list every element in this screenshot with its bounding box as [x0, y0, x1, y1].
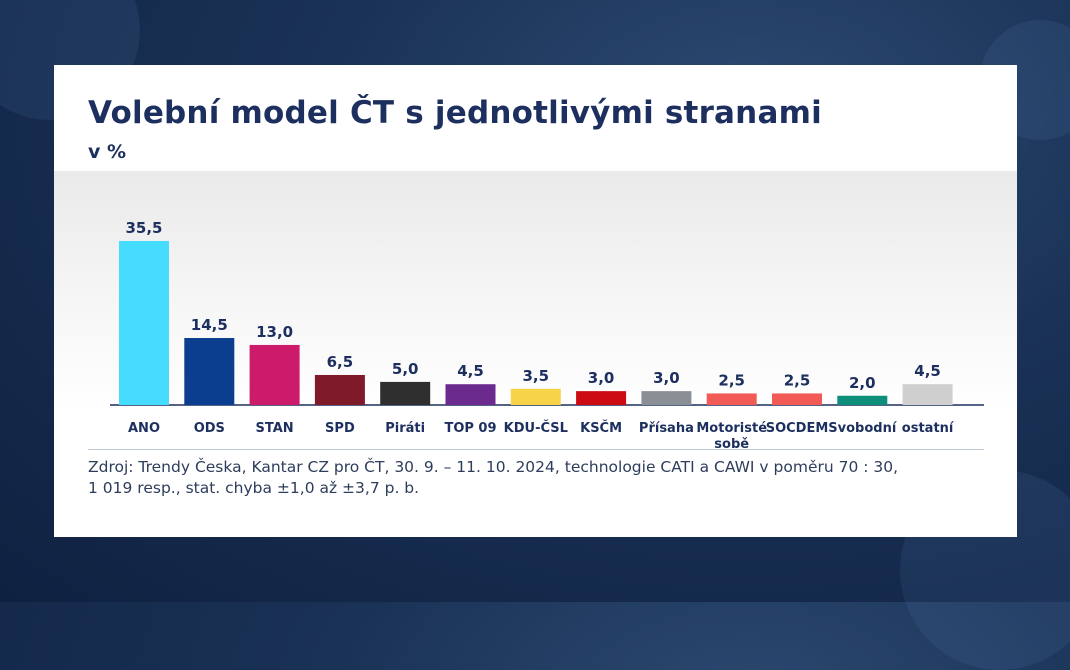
category-label: Piráti: [385, 421, 425, 436]
bar-socdem: [772, 393, 822, 405]
bar-chart: 35,5 ANO 14,5 ODS 13,0 STAN 6,5 SPD 5,0 Piráti 4,5…: [110, 219, 984, 452]
bar-p-saha: [641, 391, 692, 405]
bar-top-09: [445, 384, 496, 405]
bar-ods: [184, 338, 235, 405]
category-label: ostatní: [902, 421, 955, 436]
chart-subtitle: v %: [88, 141, 127, 163]
category-label: ODS: [194, 421, 225, 436]
category-label: SPD: [325, 421, 355, 436]
category-label: Motoristé: [696, 421, 767, 436]
bar-pir-ti: [380, 381, 431, 405]
source-divider: [88, 449, 984, 450]
category-label: TOP 09: [444, 421, 496, 436]
value-label: 2,5: [718, 371, 745, 389]
bar-ks-m: [576, 391, 627, 405]
bar-kdu-sl: [510, 388, 561, 405]
value-label: 3,0: [588, 369, 615, 387]
chart-card: Volební model ČT s jednotlivými stranami…: [54, 65, 1017, 537]
source-line-2: 1 019 resp., stat. chyba ±1,0 až ±3,7 p.…: [88, 479, 420, 497]
bar-ano: [119, 241, 169, 405]
source-line-1: Zdroj: Trendy Česka, Kantar CZ pro ČT, 3…: [88, 458, 899, 476]
category-label: Svobodní: [828, 421, 898, 436]
bar-svobodn-: [837, 395, 888, 405]
value-label: 6,5: [327, 353, 354, 371]
category-label: KSČM: [580, 420, 622, 436]
value-label: 3,5: [523, 367, 550, 385]
value-label: 2,0: [849, 374, 876, 392]
category-label: Přísaha: [639, 421, 694, 436]
value-label: 3,0: [653, 369, 680, 387]
value-label: 35,5: [125, 219, 162, 237]
bar-spd: [314, 374, 365, 405]
bar-ostatn-: [902, 384, 953, 405]
value-label: 2,5: [784, 371, 811, 389]
value-label: 14,5: [191, 316, 228, 334]
category-label: SOCDEM: [766, 421, 829, 436]
bar-motorist-sob-: [706, 393, 757, 405]
source-note: Zdroj: Trendy Česka, Kantar CZ pro ČT, 3…: [88, 457, 988, 499]
category-label: KDU-ČSL: [504, 420, 568, 436]
bar-stan: [249, 344, 300, 405]
category-label: sobě: [714, 437, 749, 452]
value-label: 4,5: [914, 362, 941, 380]
value-label: 13,0: [256, 323, 293, 341]
chart-title: Volební model ČT s jednotlivými stranami: [88, 95, 822, 131]
category-label: ANO: [128, 421, 160, 436]
value-label: 4,5: [457, 362, 484, 380]
category-label: STAN: [256, 421, 294, 436]
value-label: 5,0: [392, 360, 419, 378]
